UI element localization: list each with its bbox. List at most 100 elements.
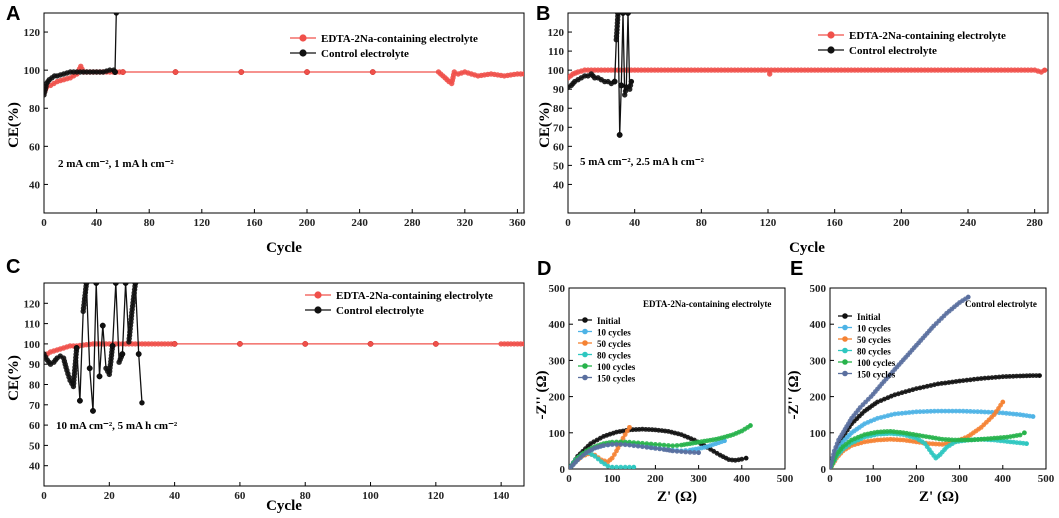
data-point xyxy=(932,382,937,388)
data-point xyxy=(830,459,835,465)
panel-b-annotation: 5 mA cm⁻², 2.5 mA h cm⁻² xyxy=(580,156,705,168)
series-markers xyxy=(830,294,971,469)
y-tick-label: 200 xyxy=(810,392,827,404)
data-point xyxy=(917,409,923,415)
data-point xyxy=(369,69,376,75)
legend-entry-label: 50 cycles xyxy=(597,339,631,349)
x-tick-label: 80 xyxy=(300,490,312,502)
data-point xyxy=(1030,373,1036,378)
data-point xyxy=(648,441,654,447)
data-point xyxy=(968,409,973,414)
data-point xyxy=(906,410,912,415)
data-point xyxy=(964,377,970,383)
data-point xyxy=(921,409,926,414)
data-point xyxy=(624,428,630,434)
data-point xyxy=(989,375,995,380)
data-point xyxy=(653,442,658,447)
data-point xyxy=(614,464,619,469)
legend-entry-label: 100 cycles xyxy=(597,362,636,372)
x-tick-label: 80 xyxy=(696,217,708,229)
data-point xyxy=(1017,432,1023,438)
legend-marker xyxy=(582,328,588,335)
panel-e-ylabel: -Z'' (Ω) xyxy=(786,370,802,419)
data-point xyxy=(950,408,955,414)
panel-b-xlabel: Cycle xyxy=(789,240,825,256)
y-tick-label: 0 xyxy=(560,464,566,476)
y-tick-label: 110 xyxy=(548,46,564,58)
data-point xyxy=(903,410,908,416)
data-point xyxy=(910,409,916,415)
legend-entry-label: 10 cycles xyxy=(857,324,891,334)
y-tick-label: 100 xyxy=(810,428,827,440)
data-point xyxy=(1014,373,1019,379)
data-point xyxy=(73,345,80,351)
series-markers xyxy=(568,67,1048,81)
data-point xyxy=(1041,67,1048,73)
data-point xyxy=(236,340,243,347)
data-point xyxy=(957,408,962,414)
plot-area xyxy=(830,294,1042,469)
data-point xyxy=(982,409,988,415)
data-point xyxy=(831,452,836,457)
data-point xyxy=(238,69,245,75)
legend-marker xyxy=(299,34,307,42)
data-point xyxy=(172,69,179,75)
data-point xyxy=(670,443,676,449)
panel-d-xlabel: Z' (Ω) xyxy=(657,489,697,505)
data-point xyxy=(993,374,998,380)
data-point xyxy=(957,378,962,384)
data-point xyxy=(521,71,524,77)
legend-entry-label: 100 cycles xyxy=(857,358,896,368)
x-tick-label: 120 xyxy=(760,217,777,229)
data-point xyxy=(304,69,310,75)
data-point xyxy=(1022,430,1027,436)
plot-frame xyxy=(568,287,786,470)
panel-label-e: E xyxy=(790,258,803,280)
data-point xyxy=(1030,414,1036,419)
y-tick-label: 120 xyxy=(24,27,41,39)
x-tick-label: 100 xyxy=(865,473,882,485)
data-point xyxy=(631,443,637,449)
data-point xyxy=(657,442,663,448)
x-tick-label: 0 xyxy=(41,217,47,229)
legend-entry-label: EDTA-2Na-containing electrolyte xyxy=(849,30,1006,42)
data-point xyxy=(592,453,598,459)
data-point xyxy=(605,463,611,469)
y-tick-label: 500 xyxy=(810,283,827,295)
data-point xyxy=(986,375,991,381)
x-tick-label: 160 xyxy=(246,217,263,229)
legend: EDTA-2Na-containing electrolyte Control e… xyxy=(305,290,493,317)
legend-marker xyxy=(842,313,848,319)
panel-e-xlabel: Z' (Ω) xyxy=(919,489,959,505)
panel-e: E -Z'' (Ω) Z' (Ω) Control electrolyte 0 1… xyxy=(786,258,1055,505)
y-tick-label: 0 xyxy=(821,464,827,476)
y-tick-label: 40 xyxy=(553,179,565,191)
legend-entry-label: Control electrolyte xyxy=(321,48,409,60)
data-point xyxy=(670,448,676,454)
data-point xyxy=(942,380,948,386)
panel-a-xlabel: Cycle xyxy=(266,240,302,256)
y-tick-label: 80 xyxy=(29,380,41,392)
data-point xyxy=(99,322,106,329)
data-point xyxy=(935,381,941,387)
x-tick-label: 80 xyxy=(144,217,156,229)
y-tick-label: 80 xyxy=(29,103,41,115)
data-point xyxy=(1000,374,1006,380)
data-point xyxy=(112,283,119,286)
data-point xyxy=(691,450,697,455)
data-point xyxy=(76,397,83,404)
y-tick-label: 40 xyxy=(29,179,41,191)
legend-entry-label: Control electrolyte xyxy=(849,45,937,57)
data-point xyxy=(921,384,926,390)
data-point xyxy=(611,78,618,85)
x-tick-label: 40 xyxy=(629,217,641,229)
legend-marker xyxy=(842,359,848,365)
data-point xyxy=(628,78,635,85)
x-tick-label: 200 xyxy=(647,473,664,485)
data-point xyxy=(748,423,753,428)
legend-entry-label: 10 cycles xyxy=(597,328,631,338)
y-tick-label: 400 xyxy=(549,319,566,331)
data-point xyxy=(618,82,625,89)
